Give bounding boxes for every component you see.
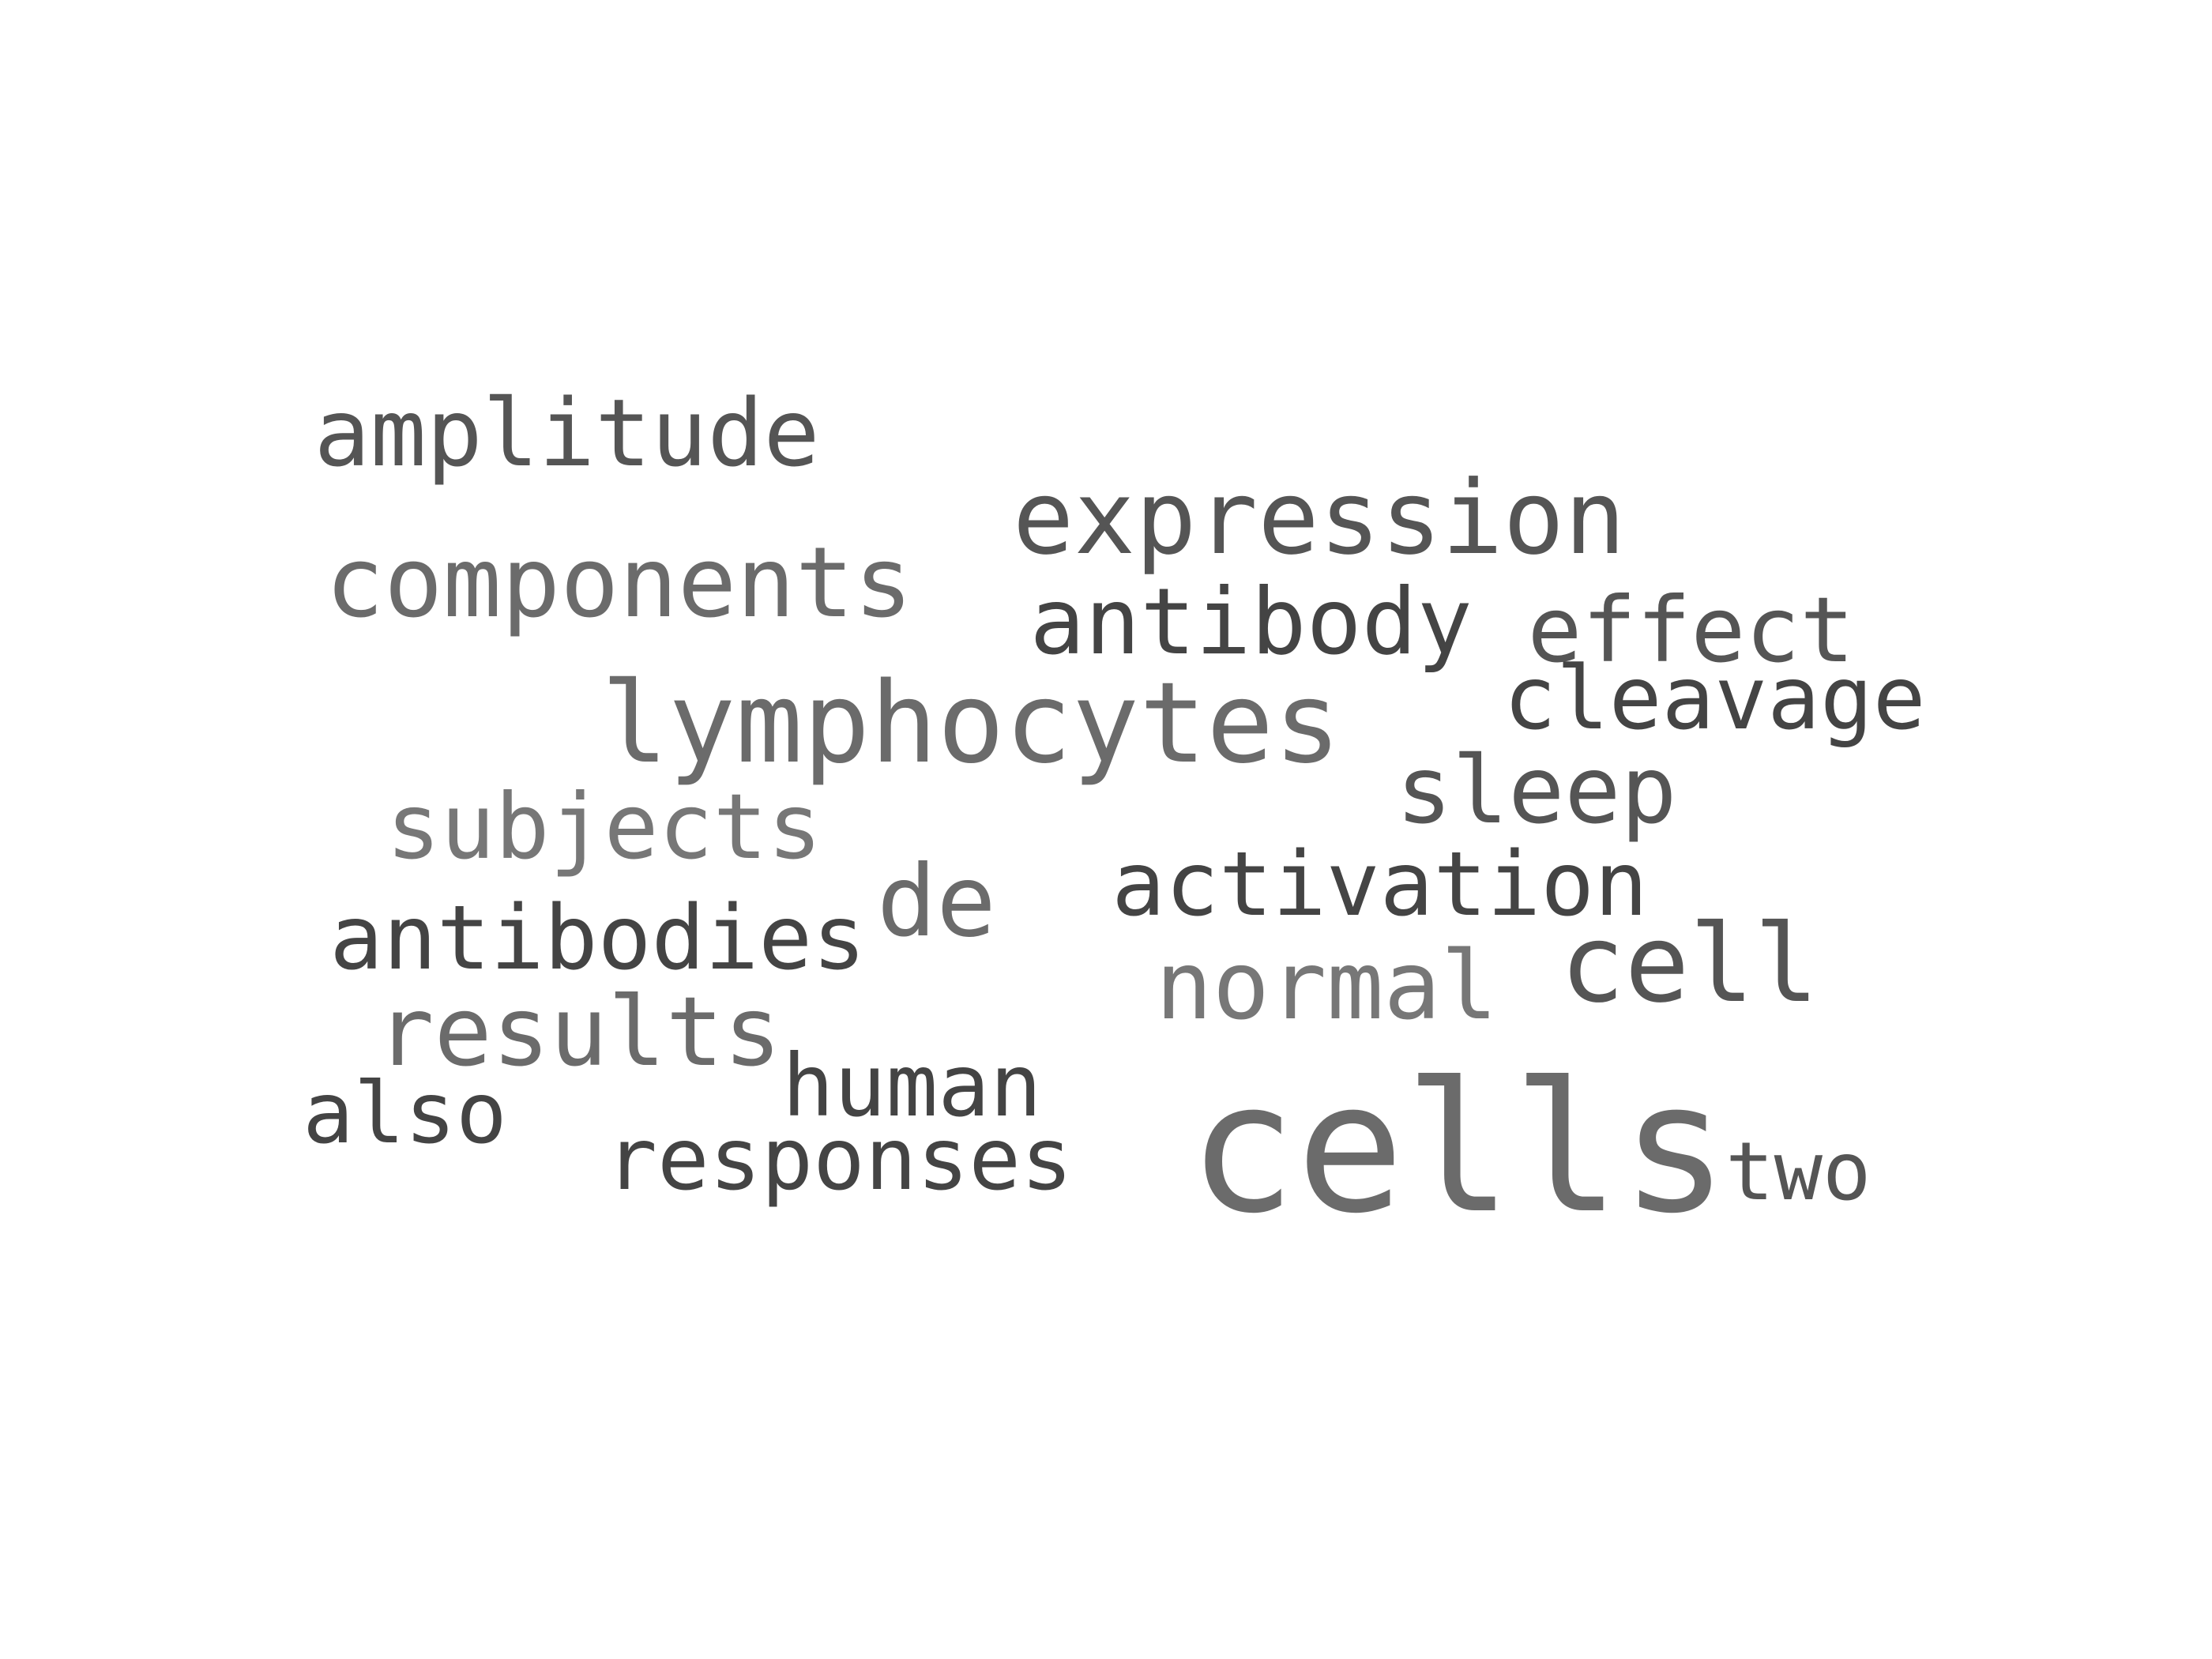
word-antibody: antibody	[1029, 568, 1473, 675]
word-normal: normal	[1155, 931, 1498, 1042]
word-amplitude: amplitude	[314, 378, 820, 488]
word-responses: responses	[605, 1108, 1073, 1209]
word-cell: cell	[1559, 902, 1819, 1028]
word-two: two	[1725, 1125, 1872, 1220]
word-cleavage: cleavage	[1503, 647, 1926, 750]
word-effect: effect	[1527, 578, 1855, 684]
word-de: de	[876, 844, 996, 960]
word-subjects: subjects	[386, 775, 822, 881]
word-results: results	[376, 976, 782, 1089]
word-also: also	[303, 1063, 507, 1163]
word-antibodies: antibodies	[329, 886, 867, 991]
word-sleep: sleep	[1396, 735, 1677, 845]
word-activation: activation	[1112, 832, 1649, 937]
word-cells: cells	[1187, 1044, 1729, 1253]
word-components: components	[325, 525, 913, 640]
word-lymphocytes: lymphocytes	[600, 659, 1341, 789]
word-expression: expression	[1012, 458, 1626, 577]
word-human: human	[782, 1035, 1042, 1136]
